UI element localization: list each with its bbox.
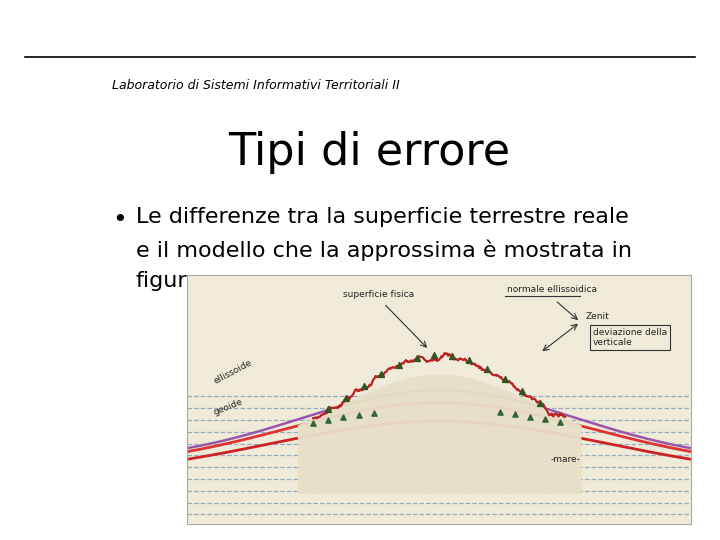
Text: ellissoide: ellissoide <box>212 359 254 386</box>
Text: -mare-: -mare- <box>550 455 580 464</box>
Text: •: • <box>112 208 127 232</box>
Point <box>534 399 546 407</box>
Point <box>410 354 422 362</box>
Point <box>499 375 510 383</box>
Point <box>509 410 521 418</box>
Text: figura:: figura: <box>136 271 209 291</box>
Text: geoide: geoide <box>212 397 244 417</box>
Point <box>464 356 475 365</box>
Text: Le differenze tra la superficie terrestre reale: Le differenze tra la superficie terrestr… <box>136 207 629 227</box>
Point <box>554 417 566 426</box>
Point <box>323 405 334 414</box>
Point <box>446 352 458 360</box>
Text: Zenit: Zenit <box>585 312 609 321</box>
Text: deviazione della
verticale: deviazione della verticale <box>593 328 667 347</box>
Point <box>494 408 505 417</box>
Point <box>323 416 334 424</box>
Point <box>368 409 379 417</box>
Text: normale ellissoidica: normale ellissoidica <box>507 286 597 294</box>
Text: Tipi di errore: Tipi di errore <box>228 131 510 174</box>
Text: superficie fisica: superficie fisica <box>343 290 414 299</box>
Point <box>340 394 351 402</box>
Point <box>539 415 551 423</box>
Text: e il modello che la approssima è mostrata in: e il modello che la approssima è mostrat… <box>136 239 631 260</box>
Point <box>338 413 349 422</box>
Point <box>307 418 319 427</box>
Point <box>428 350 440 359</box>
Point <box>353 411 364 420</box>
Point <box>524 412 536 421</box>
Text: Laboratorio di Sistemi Informativi Territoriali II: Laboratorio di Sistemi Informativi Terri… <box>112 79 400 92</box>
Point <box>358 382 369 390</box>
Point <box>376 370 387 379</box>
Point <box>517 387 528 395</box>
Point <box>482 364 493 373</box>
Point <box>393 361 405 369</box>
